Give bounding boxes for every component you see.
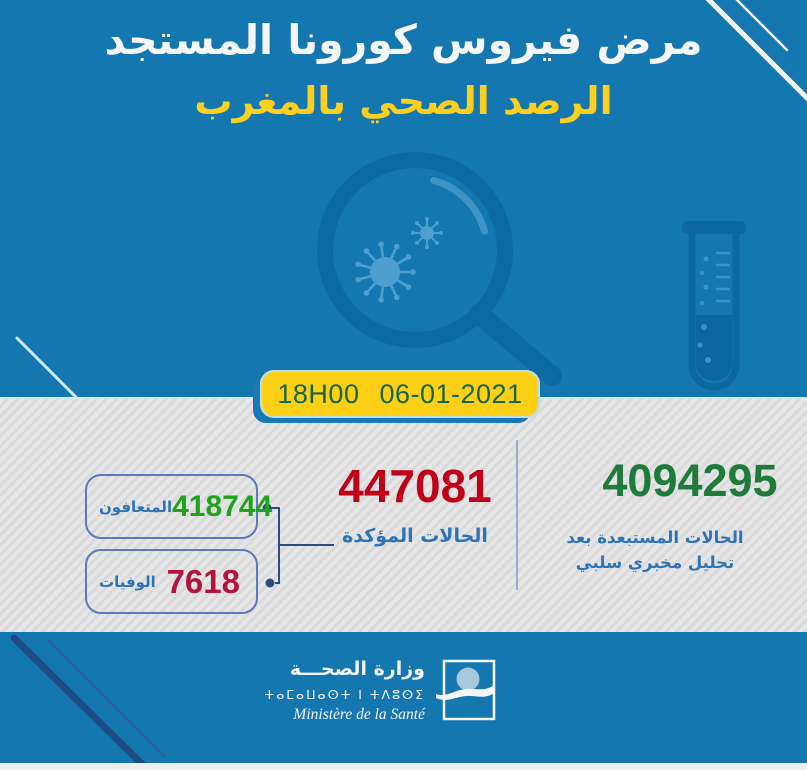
deaths-value: 7618: [166, 562, 240, 600]
test-tube-icon: [682, 221, 746, 391]
datetime-badge: 18H00 06-01-2021: [260, 370, 540, 418]
deaths-label: الوفيات: [99, 572, 156, 591]
excluded-label: الحالات المستبعدة بعد تحليل مخبري سلبي: [566, 528, 744, 572]
footer-section: وزارة الصحـــة ⵜⴰⵎⴰⵡⴰⵙⵜ ⵏ ⵜⴷⵓⵙⵉ Ministèr…: [0, 632, 807, 763]
ministry-name-french: Ministère de la Santé: [293, 706, 425, 723]
virus-icon-large: [355, 241, 416, 303]
virus-icon-small: [411, 217, 443, 249]
magnifier-virus-icon: [317, 152, 562, 386]
ministry-name-arabic: وزارة الصحـــة: [289, 658, 425, 680]
badge-date: 06-01-2021: [379, 378, 523, 409]
footer-stripes-decoration: [10, 634, 166, 763]
ministry-health-logo: [436, 659, 496, 721]
ministry-text-block: وزارة الصحـــة ⵜⴰⵎⴰⵡⴰⵙⵜ ⵏ ⵜⴷⵓⵙⵉ Ministèr…: [225, 658, 425, 724]
corner-stripes-decoration: [705, 0, 807, 102]
stats-section: المتعافون 418744 الوفيات 7618 447081 الح…: [0, 397, 807, 632]
recovered-label: المتعافون: [99, 497, 173, 516]
header-section: مرض فيروس كورونا المستجد الرصد الصحي بال…: [0, 0, 807, 399]
ministry-name-tifinagh: ⵜⴰⵎⴰⵡⴰⵙⵜ ⵏ ⵜⴷⵓⵙⵉ: [264, 687, 425, 702]
excluded-value: 4094295: [602, 455, 778, 506]
recovered-value: 418744: [172, 489, 273, 523]
recovered-stat-box: المتعافون 418744: [85, 474, 272, 539]
badge-time: 18H00: [277, 378, 360, 409]
diagonal-line-decoration: [15, 336, 78, 399]
bottom-strip: [0, 763, 807, 770]
deaths-stat-box: الوفيات 7618: [85, 549, 258, 614]
confirmed-value: 447081: [338, 460, 492, 512]
connector-bracket: [262, 440, 518, 590]
poster-subtitle: الرصد الصحي بالمغرب: [194, 79, 613, 123]
poster-title: مرض فيروس كورونا المستجد: [104, 16, 703, 64]
confirmed-label: الحالات المؤكدة: [342, 525, 488, 547]
